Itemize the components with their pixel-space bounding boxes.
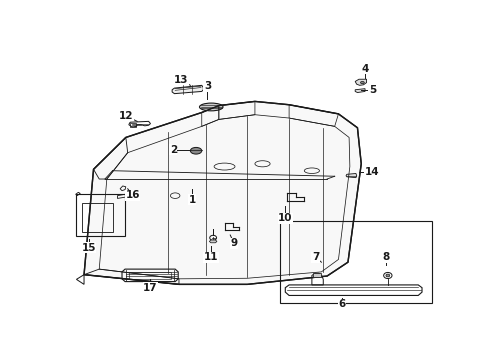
Text: 13: 13 <box>173 75 188 85</box>
Text: 2: 2 <box>170 145 177 155</box>
Text: 6: 6 <box>339 299 346 309</box>
Polygon shape <box>84 102 361 284</box>
Polygon shape <box>346 174 357 177</box>
Text: 17: 17 <box>143 283 158 293</box>
Polygon shape <box>355 79 367 85</box>
Polygon shape <box>355 89 365 93</box>
Text: 1: 1 <box>189 195 196 205</box>
Text: 7: 7 <box>312 252 319 262</box>
Text: 3: 3 <box>204 81 211 91</box>
Text: 12: 12 <box>119 111 133 121</box>
Text: 4: 4 <box>361 64 369 74</box>
Text: 15: 15 <box>81 243 96 253</box>
Text: 9: 9 <box>230 238 238 248</box>
Text: 10: 10 <box>278 213 293 224</box>
Text: 8: 8 <box>382 252 390 262</box>
Text: 11: 11 <box>204 252 219 262</box>
Ellipse shape <box>361 81 364 84</box>
Polygon shape <box>209 240 217 243</box>
Ellipse shape <box>199 103 223 111</box>
Text: 16: 16 <box>125 190 140 200</box>
Ellipse shape <box>190 148 202 154</box>
Polygon shape <box>172 85 203 94</box>
Text: 14: 14 <box>365 167 379 177</box>
Text: 5: 5 <box>369 85 376 95</box>
Ellipse shape <box>386 274 390 277</box>
FancyBboxPatch shape <box>313 273 321 278</box>
